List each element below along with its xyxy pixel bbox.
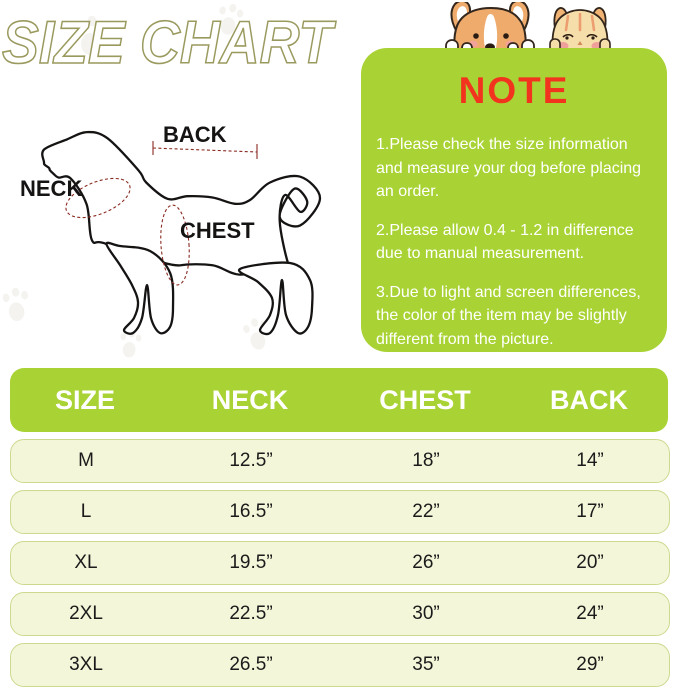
svg-text:NECK: NECK xyxy=(20,176,82,201)
svg-text:BACK: BACK xyxy=(163,122,227,147)
svg-text:CHEST: CHEST xyxy=(180,218,255,243)
